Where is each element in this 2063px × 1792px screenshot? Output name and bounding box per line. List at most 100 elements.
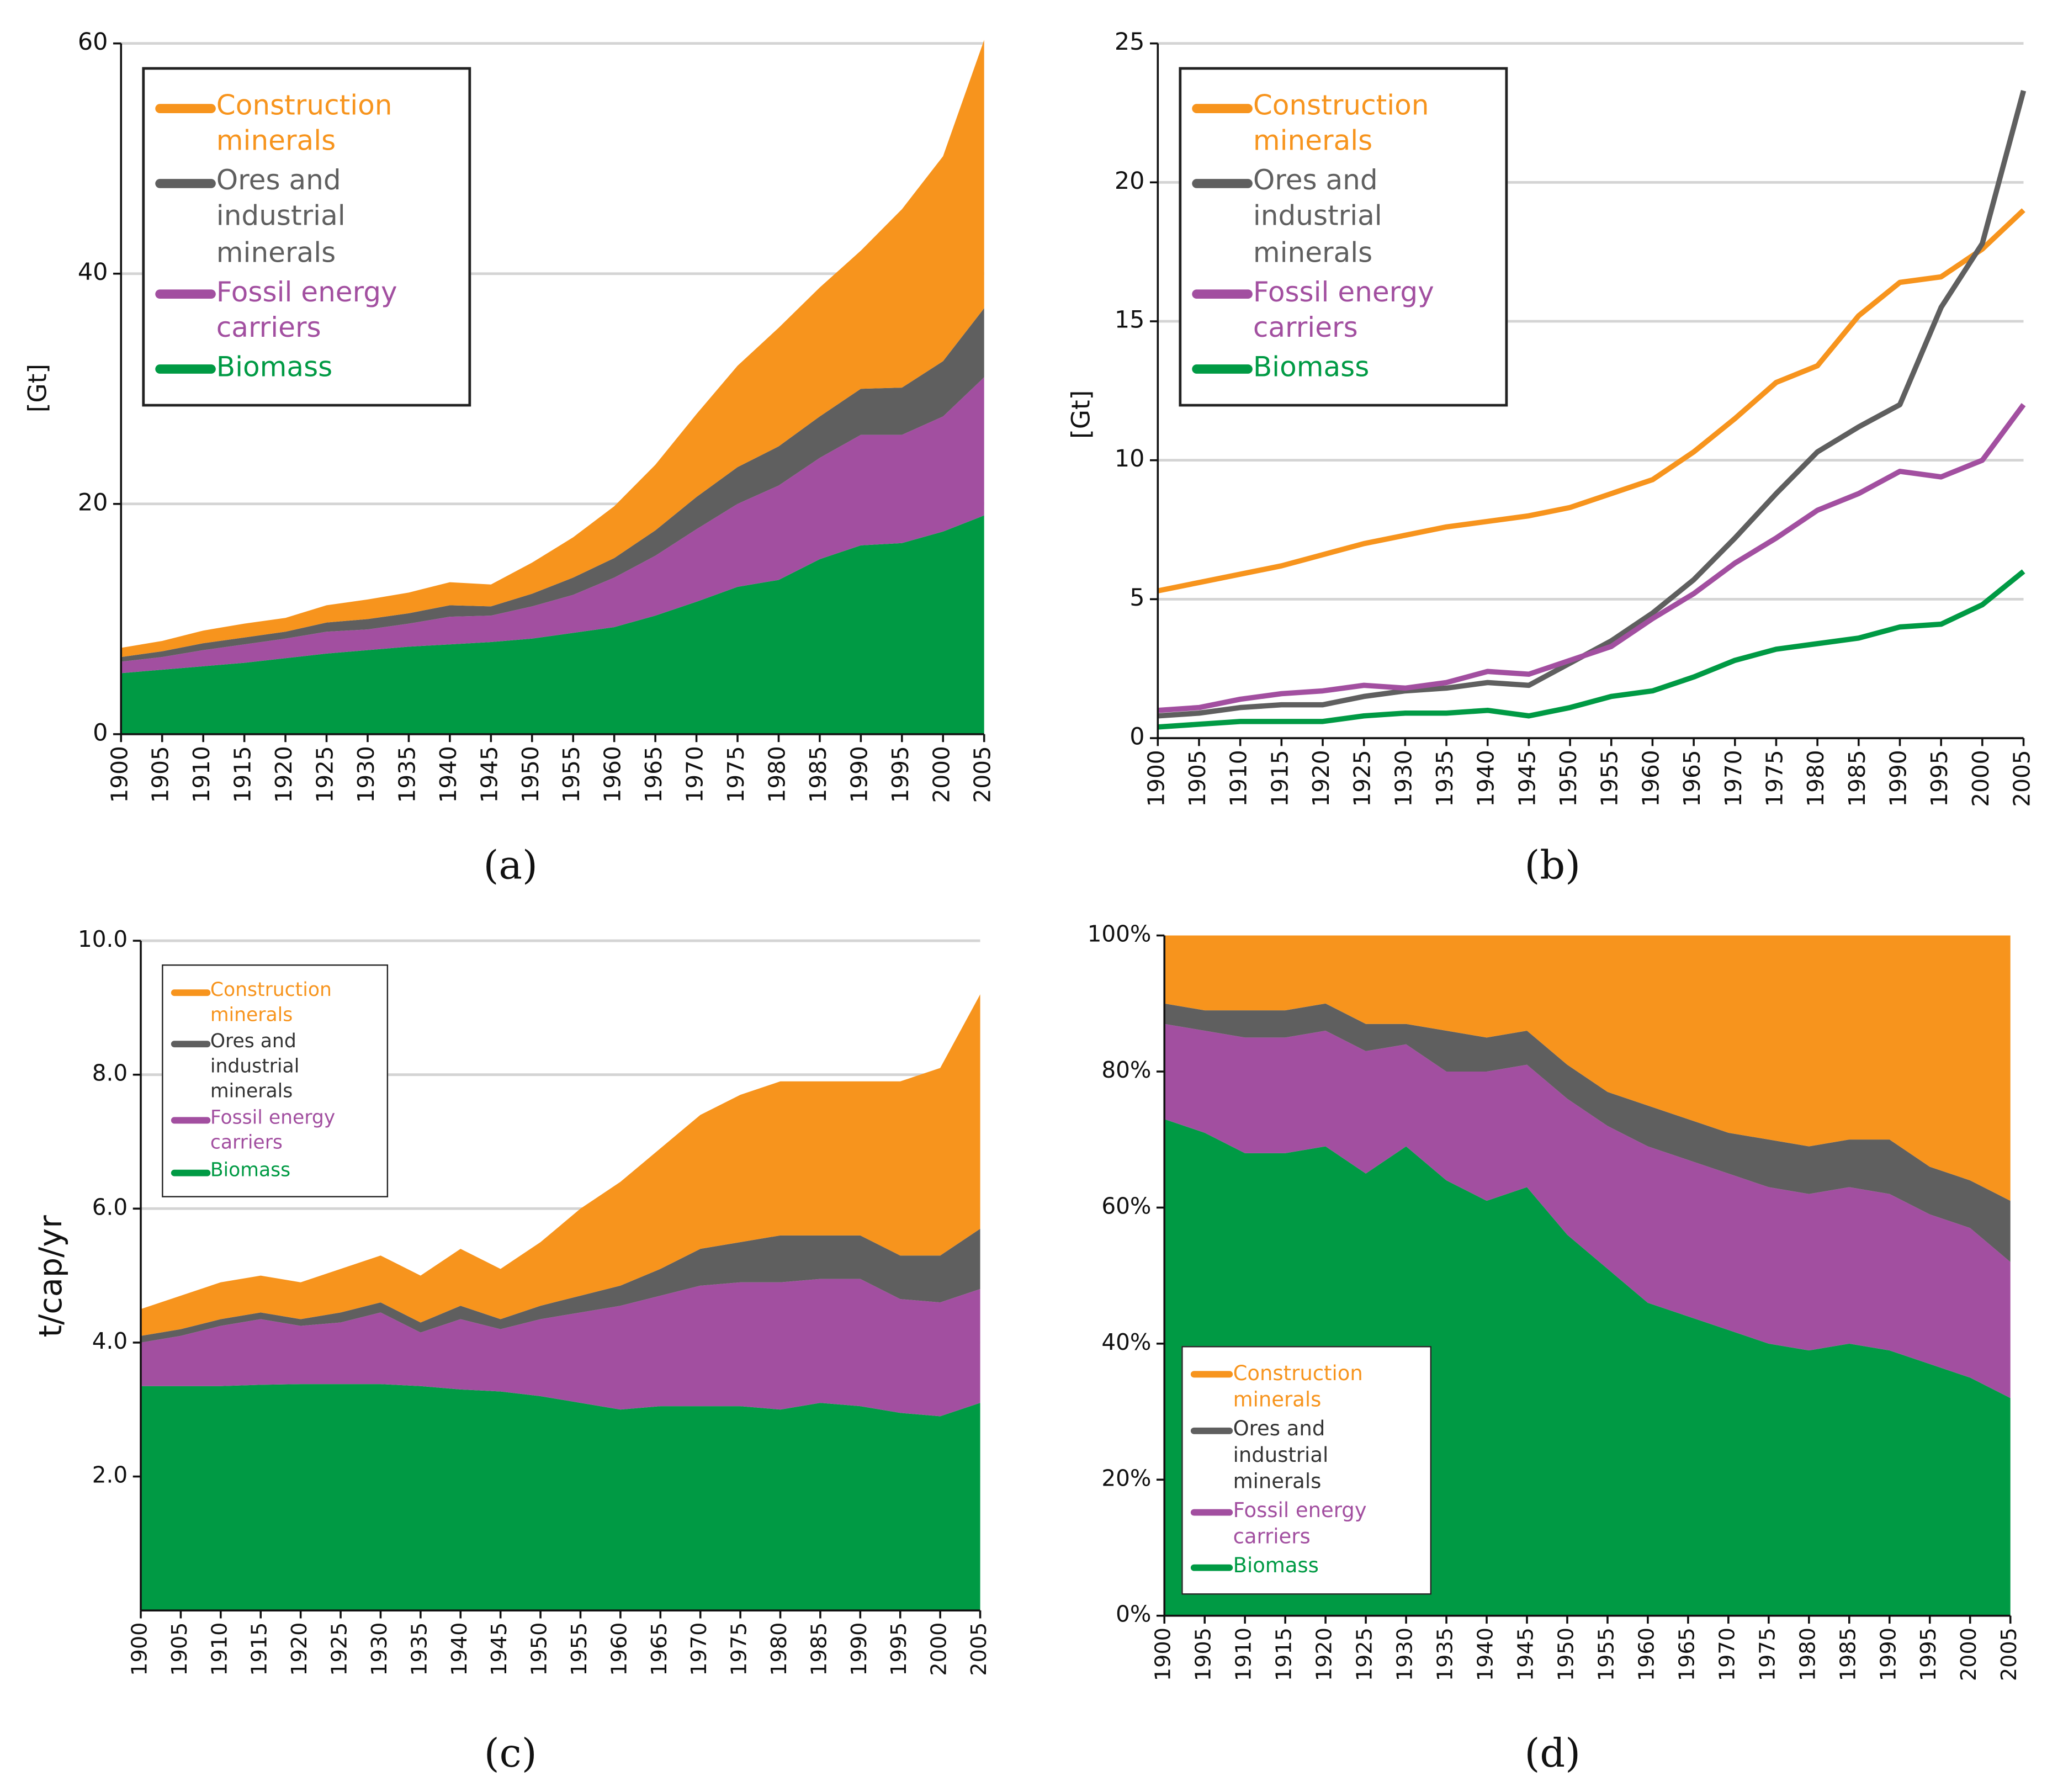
legend-swatch bbox=[1191, 1427, 1233, 1434]
legend-entry: Fossil energy carriers bbox=[1192, 274, 1494, 346]
x-tick-label: 1935 bbox=[407, 1623, 431, 1676]
x-tick-label: 1910 bbox=[188, 746, 215, 803]
x-tick-label: 1995 bbox=[1926, 750, 1953, 807]
x-tick-label: 1975 bbox=[723, 746, 749, 803]
legend-swatch bbox=[156, 178, 216, 188]
x-tick-label: 1950 bbox=[517, 746, 544, 803]
x-tick-label: 1935 bbox=[1431, 750, 1458, 807]
legend-entry: Ores and industrial minerals bbox=[171, 1030, 379, 1105]
legend-label: Construction minerals bbox=[216, 89, 393, 157]
x-tick-label: 1920 bbox=[1312, 1627, 1337, 1681]
legend-swatch bbox=[1192, 103, 1253, 113]
legend-label: Ores and industrial minerals bbox=[216, 165, 346, 268]
y-tick-label: 0% bbox=[1116, 1601, 1151, 1627]
legend: Construction minerals Ores and industrial… bbox=[1179, 67, 1508, 407]
x-tick-label: 1910 bbox=[1226, 750, 1252, 807]
x-tick-label: 1965 bbox=[1674, 1627, 1699, 1681]
legend-label: Biomass bbox=[216, 351, 333, 383]
legend-entry: Biomass bbox=[171, 1159, 379, 1184]
x-tick-label: 1940 bbox=[1473, 750, 1499, 807]
x-tick-label: 1900 bbox=[1151, 1627, 1175, 1681]
legend-label: Construction minerals bbox=[210, 979, 332, 1026]
legend-swatch bbox=[1192, 364, 1253, 374]
legend: Construction minerals Ores and industrial… bbox=[142, 67, 471, 407]
y-tick-label: 20 bbox=[1115, 167, 1145, 195]
area bbox=[121, 515, 984, 734]
x-tick-label: 2000 bbox=[1956, 1627, 1981, 1681]
x-tick-label: 1955 bbox=[1597, 750, 1623, 807]
legend-label: Biomass bbox=[210, 1160, 291, 1181]
legend-entry: Ores and industrial minerals bbox=[1191, 1416, 1422, 1496]
legend-label: Biomass bbox=[1253, 351, 1370, 383]
x-tick-label: 1985 bbox=[1844, 750, 1870, 807]
x-tick-label: 1945 bbox=[476, 746, 502, 803]
y-tick-label: 0 bbox=[1129, 723, 1144, 751]
x-tick-label: 1900 bbox=[1143, 750, 1169, 807]
y-axis-label: [Gt] bbox=[23, 364, 52, 412]
x-tick-label: 1930 bbox=[1390, 750, 1417, 807]
x-tick-label: 1960 bbox=[607, 1623, 631, 1676]
y-tick-label: 10.0 bbox=[78, 926, 128, 952]
x-tick-label: 1945 bbox=[487, 1623, 511, 1676]
x-tick-label: 1915 bbox=[230, 746, 256, 803]
x-tick-label: 1950 bbox=[1553, 1627, 1578, 1681]
x-tick-label: 1990 bbox=[1885, 750, 1911, 807]
x-tick-label: 1970 bbox=[1720, 750, 1747, 807]
x-tick-label: 1920 bbox=[271, 746, 297, 803]
x-tick-label: 1900 bbox=[128, 1623, 152, 1676]
x-tick-label: 1930 bbox=[367, 1623, 391, 1676]
x-tick-label: 1925 bbox=[327, 1623, 352, 1676]
y-tick-label: 5 bbox=[1129, 584, 1144, 612]
legend-swatch bbox=[1192, 289, 1253, 299]
legend-swatch bbox=[171, 989, 210, 996]
legend-entry: Biomass bbox=[156, 349, 457, 385]
x-tick-label: 1940 bbox=[435, 746, 462, 803]
area bbox=[141, 994, 980, 1336]
x-tick-label: 1985 bbox=[1836, 1627, 1860, 1681]
x-tick-label: 1925 bbox=[1349, 750, 1376, 807]
legend-swatch bbox=[171, 1117, 210, 1125]
x-tick-label: 1975 bbox=[1761, 750, 1788, 807]
y-tick-label: 20 bbox=[78, 489, 108, 516]
y-tick-label: 10 bbox=[1115, 445, 1145, 473]
x-tick-label: 1935 bbox=[394, 746, 420, 803]
y-tick-label: 100% bbox=[1088, 921, 1152, 947]
area bbox=[1164, 935, 2011, 1201]
x-tick-label: 1920 bbox=[1308, 750, 1334, 807]
legend-entry: Construction minerals bbox=[171, 978, 379, 1028]
legend-label: Ores and industrial minerals bbox=[1253, 165, 1382, 268]
legend-label: Ores and industrial minerals bbox=[1233, 1417, 1329, 1494]
x-tick-label: 1995 bbox=[887, 1623, 911, 1676]
x-tick-label: 1915 bbox=[1266, 750, 1293, 807]
y-tick-label: 2.0 bbox=[92, 1462, 128, 1488]
x-tick-label: 1995 bbox=[887, 746, 914, 803]
y-tick-label: 25 bbox=[1115, 28, 1145, 56]
x-tick-label: 2005 bbox=[967, 1623, 991, 1676]
x-tick-label: 2000 bbox=[927, 1623, 951, 1676]
legend-label: Fossil energy carriers bbox=[1253, 275, 1434, 343]
panel-label: (c) bbox=[484, 1730, 537, 1776]
x-tick-label: 1950 bbox=[1555, 750, 1582, 807]
x-tick-label: 1985 bbox=[807, 1623, 831, 1676]
x-tick-label: 2005 bbox=[2009, 750, 2035, 807]
y-axis-label: t/cap/yr bbox=[33, 1215, 69, 1338]
area bbox=[121, 308, 984, 662]
legend-entry: Ores and industrial minerals bbox=[1192, 163, 1494, 271]
y-tick-label: 60% bbox=[1101, 1192, 1151, 1219]
y-tick-label: 8.0 bbox=[92, 1060, 128, 1086]
legend-swatch bbox=[171, 1169, 210, 1176]
legend-entry: Fossil energy carriers bbox=[1191, 1498, 1422, 1551]
x-tick-label: 1990 bbox=[846, 746, 872, 803]
panel-label: (d) bbox=[1525, 1730, 1581, 1776]
x-tick-label: 1990 bbox=[847, 1623, 871, 1676]
x-tick-label: 1925 bbox=[1353, 1627, 1377, 1681]
area bbox=[141, 1384, 980, 1611]
legend-label: Construction minerals bbox=[1233, 1361, 1363, 1412]
x-tick-label: 1950 bbox=[527, 1623, 551, 1676]
x-tick-label: 1965 bbox=[1679, 750, 1705, 807]
legend-swatch bbox=[156, 103, 216, 113]
x-tick-label: 1975 bbox=[727, 1623, 751, 1676]
y-tick-label: 4.0 bbox=[92, 1328, 128, 1354]
y-tick-label: 0 bbox=[93, 719, 108, 746]
